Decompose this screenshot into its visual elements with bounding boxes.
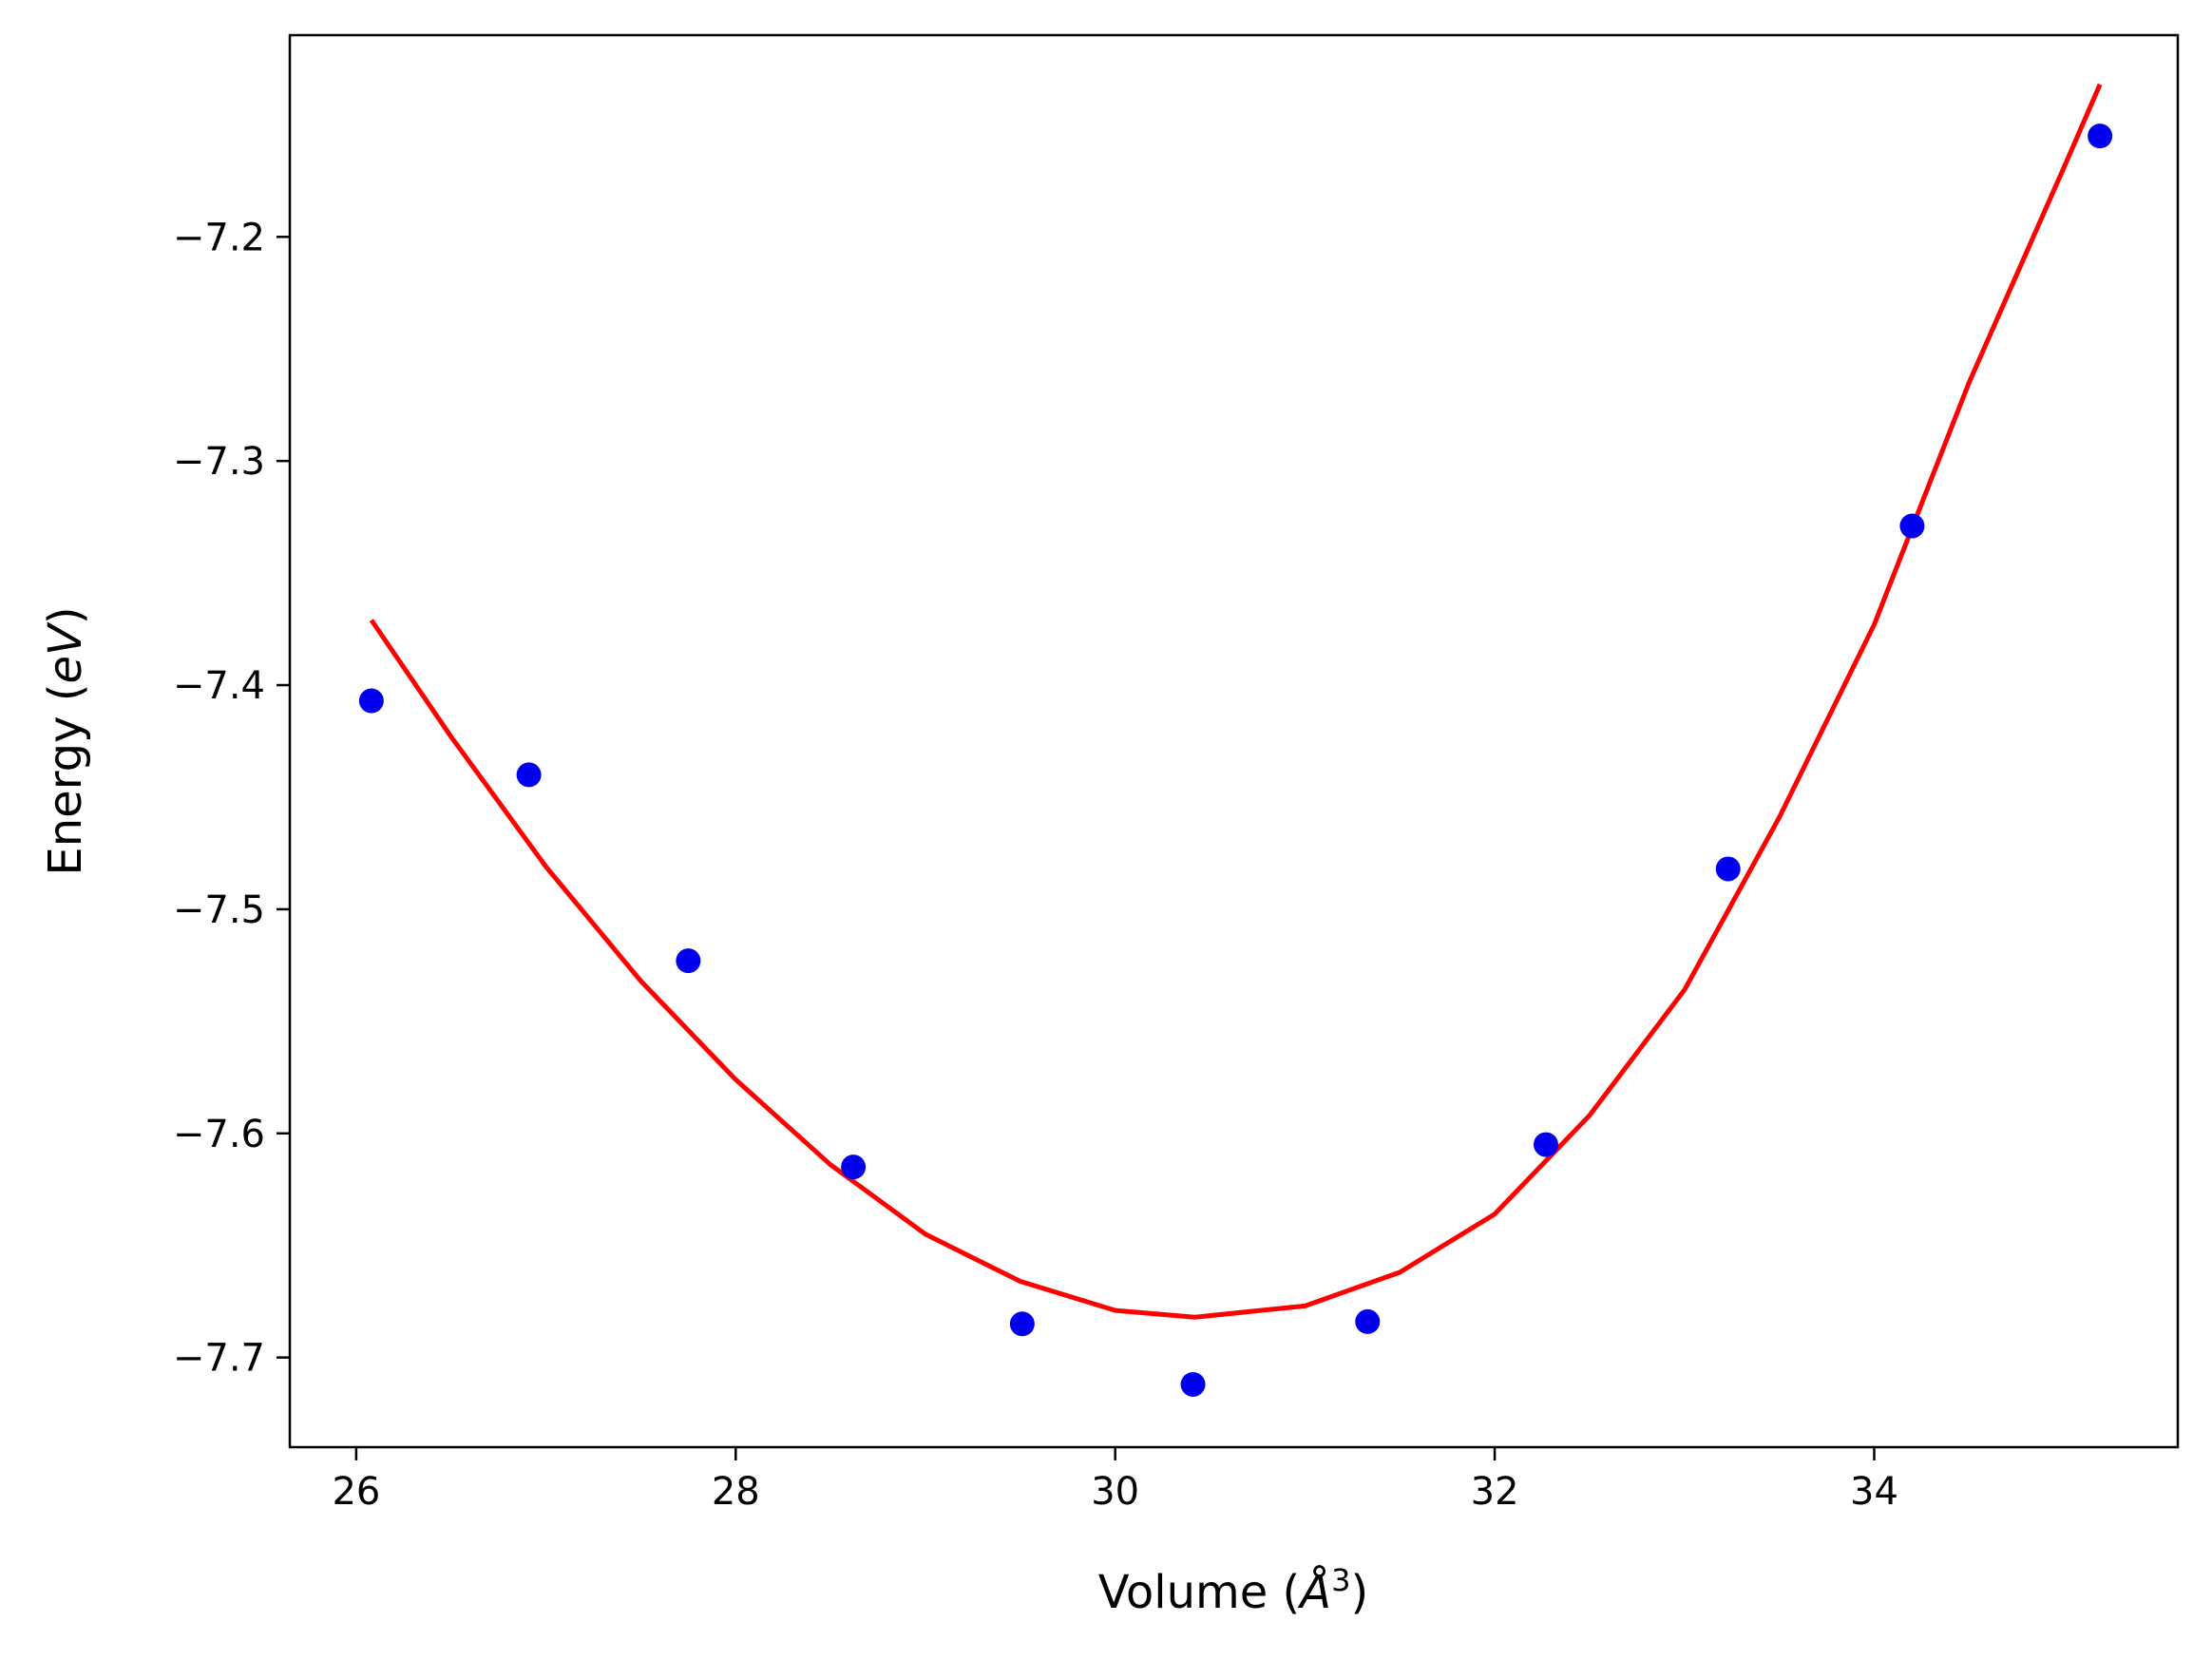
y-axis-label: Energy (eV): [39, 606, 92, 875]
data-point: [676, 948, 701, 974]
y-tick-label: −7.7: [173, 1337, 265, 1381]
fit-curve-line: [369, 83, 2103, 1320]
y-tick-label: −7.4: [173, 664, 265, 708]
plot-area: [358, 83, 2113, 1397]
data-point: [1715, 856, 1741, 882]
data-point: [358, 688, 384, 714]
axis-ticks: 26 28 30 32 34 −7.2 −7.3 −7.4 −7.5 −7.6 −7.7: [173, 216, 1898, 1514]
x-axis-label: Volume (Å3): [1098, 1562, 1368, 1619]
x-tick-label: 26: [332, 1470, 380, 1514]
data-point: [1899, 513, 1925, 539]
y-tick-label: −7.3: [173, 440, 265, 484]
y-tick-label: −7.2: [173, 216, 265, 259]
y-tick-label: −7.6: [173, 1113, 265, 1156]
x-tick-label: 30: [1091, 1470, 1139, 1514]
data-point: [1355, 1308, 1381, 1334]
data-point: [2088, 124, 2113, 149]
x-tick-label: 32: [1471, 1470, 1519, 1514]
x-tick-label: 34: [1850, 1470, 1898, 1514]
y-tick-label: −7.5: [173, 888, 265, 932]
x-tick-label: 28: [712, 1470, 760, 1514]
data-point: [1180, 1371, 1206, 1397]
axes-frame: [288, 33, 2180, 1449]
data-point: [516, 762, 542, 788]
data-point: [841, 1154, 867, 1180]
data-point: [1009, 1311, 1035, 1337]
data-point: [1534, 1132, 1559, 1157]
